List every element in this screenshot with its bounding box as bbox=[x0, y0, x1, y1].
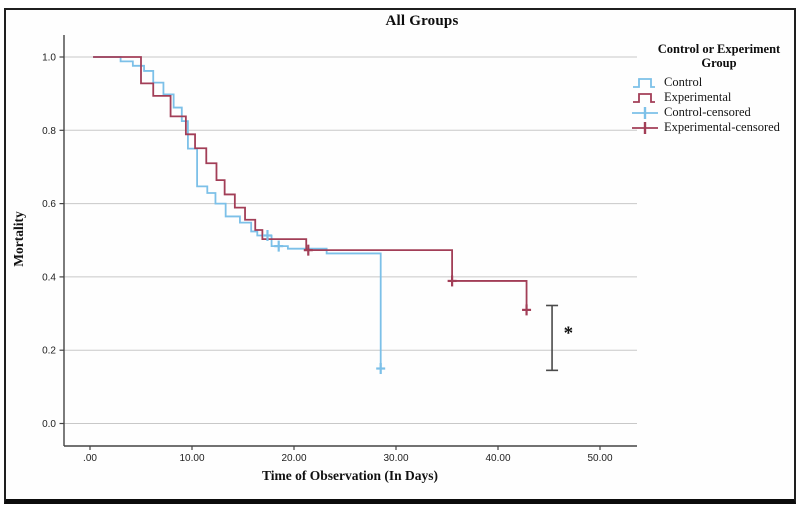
legend-item-label: Control-censored bbox=[664, 105, 751, 119]
control-curve bbox=[93, 56, 382, 369]
experimental-censored-marker bbox=[303, 244, 313, 256]
legend-title: Control or Experiment Group bbox=[631, 42, 807, 70]
significance-asterisk: * bbox=[564, 323, 574, 344]
control-censored-marker bbox=[262, 229, 272, 241]
y-tick-label: 0.4 bbox=[42, 272, 56, 283]
x-tick-label: 40.00 bbox=[485, 453, 510, 464]
experimental-censored-marker bbox=[522, 304, 532, 316]
x-tick-label: 20.00 bbox=[281, 453, 306, 464]
legend-item-label: Control bbox=[664, 75, 703, 89]
x-tick-label: .00 bbox=[83, 453, 97, 464]
legend-title-line2: Group bbox=[701, 56, 737, 70]
y-tick-label: 0.2 bbox=[42, 346, 56, 357]
x-tick-label: 50.00 bbox=[587, 453, 612, 464]
x-tick-label: 30.00 bbox=[383, 453, 408, 464]
x-axis-label: Time of Observation (In Days) bbox=[261, 468, 438, 483]
y-tick-label: 0.0 bbox=[42, 419, 56, 430]
experimental-censored-marker bbox=[447, 275, 457, 287]
figure-border bbox=[4, 8, 796, 504]
chart-title: All Groups bbox=[385, 13, 459, 29]
control-censored-icon bbox=[632, 107, 658, 119]
experimental-line-icon bbox=[633, 93, 655, 103]
y-tick-label: 0.6 bbox=[42, 199, 56, 210]
control-censored-marker bbox=[376, 363, 386, 375]
legend-item-control: Control bbox=[631, 75, 807, 90]
legend-item-label: Experimental-censored bbox=[664, 120, 780, 134]
experimental-censored-icon bbox=[632, 122, 658, 134]
legend-item-label: Experimental bbox=[664, 90, 732, 104]
y-axis-label: Mortality bbox=[11, 211, 26, 267]
y-tick-label: 1.0 bbox=[42, 53, 56, 64]
control-line-icon bbox=[633, 78, 655, 88]
legend-item-control-censored: Control-censored bbox=[631, 105, 807, 120]
control-censored-marker bbox=[274, 240, 284, 252]
legend: Control or Experiment Group Control Expe… bbox=[631, 42, 807, 135]
legend-items: Control Experimental Control-censored Ex… bbox=[631, 75, 807, 135]
x-tick-label: 10.00 bbox=[179, 453, 204, 464]
legend-item-experimental-censored: Experimental-censored bbox=[631, 120, 807, 135]
legend-title-line1: Control or Experiment bbox=[657, 42, 781, 56]
legend-item-experimental: Experimental bbox=[631, 90, 807, 105]
experimental-curve bbox=[93, 56, 528, 310]
y-tick-label: 0.8 bbox=[42, 126, 56, 137]
